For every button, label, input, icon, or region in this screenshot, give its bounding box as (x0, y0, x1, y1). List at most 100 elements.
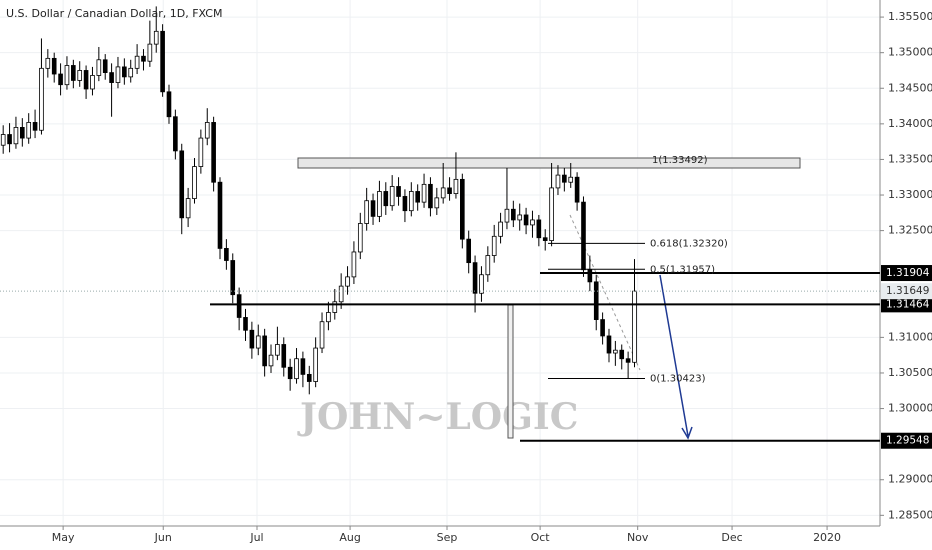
candle-body (466, 238, 472, 264)
resistance-zone (297, 157, 801, 169)
candle-body (606, 335, 612, 354)
candle-body (364, 200, 369, 224)
candle-body (96, 59, 102, 76)
candle-body (230, 260, 236, 296)
candle-body (102, 59, 108, 74)
candle-body (542, 237, 548, 241)
candle-body (83, 70, 89, 90)
candle-body (587, 269, 593, 283)
candle-body (479, 274, 484, 294)
candle-body (402, 196, 408, 212)
candle-body (440, 187, 446, 199)
candle-body (268, 354, 274, 367)
candle-body (338, 285, 344, 303)
last-price-label: 1.31649 (886, 285, 929, 297)
candle-body (562, 174, 567, 183)
candle-body (0, 134, 6, 146)
fib-trend-line (569, 214, 641, 371)
candle-body (51, 57, 57, 75)
x-tick-label: Oct (531, 531, 551, 544)
candle-body (166, 91, 172, 118)
candle-body (613, 349, 618, 354)
candle-body (517, 214, 523, 221)
candle-body (383, 191, 389, 207)
candle-body (64, 65, 70, 86)
candle-body (408, 191, 414, 212)
candle-body (58, 73, 63, 86)
x-tick-label: Dec (721, 531, 742, 544)
candle-body (581, 201, 586, 271)
candle-body (90, 75, 95, 90)
candle-body (619, 349, 625, 360)
y-tick-label: 1.30000 (888, 402, 932, 415)
candle-body (300, 358, 306, 375)
candle-body (160, 30, 165, 93)
price-label: 1.31464 (886, 298, 930, 310)
candle-body (255, 335, 261, 349)
candle-body (370, 200, 376, 217)
candle-body (224, 248, 229, 261)
projection-arrow (659, 274, 689, 437)
fib-label: 0.618(1.32320) (650, 238, 728, 249)
fib-label: 0(1.30423) (650, 373, 706, 384)
candle-body (236, 294, 242, 318)
y-tick-label: 1.33500 (888, 152, 932, 165)
x-tick-label: Aug (339, 531, 360, 544)
candle-body (134, 55, 140, 69)
last-price-box (881, 283, 932, 300)
candle-body (574, 176, 580, 203)
price-label: 1.29548 (886, 435, 929, 447)
candle-body (319, 321, 325, 349)
candle-body (306, 373, 312, 382)
candle-body (204, 122, 210, 139)
candle-body (472, 262, 478, 294)
candle-body (530, 219, 535, 226)
candle-body (7, 134, 12, 145)
candle-body (332, 301, 338, 313)
candle-body (141, 55, 146, 62)
measure-bar (507, 304, 514, 439)
candle-body (511, 208, 516, 221)
candle-body (632, 290, 637, 363)
y-tick-label: 1.34500 (888, 81, 932, 94)
candle-body (198, 137, 204, 167)
candle-body (249, 329, 255, 349)
candle-body (122, 66, 127, 78)
candle-body (453, 178, 459, 195)
candle-body (211, 122, 216, 183)
candle-body (275, 344, 280, 356)
candle-body (262, 335, 267, 367)
chart-title: U.S. Dollar / Canadian Dollar, 1D, FXCM (6, 7, 222, 20)
candle-body (434, 197, 440, 209)
candle-body (447, 187, 452, 195)
y-tick-label: 1.30500 (888, 366, 932, 379)
y-tick-label: 1.34000 (888, 117, 932, 130)
y-tick-label: 1.35000 (888, 46, 932, 59)
candle-body (281, 344, 287, 368)
plot (0, 6, 637, 395)
candle-body (243, 317, 248, 331)
candle-body (345, 276, 350, 287)
candle-body (20, 127, 25, 139)
fib-label: 1(1.33492) (652, 155, 708, 166)
candle-body (13, 127, 19, 145)
y-tick-label: 1.33000 (888, 188, 932, 201)
x-tick-label: Jun (154, 531, 172, 544)
candle-body (128, 67, 134, 78)
candle-body (396, 186, 401, 197)
candle-body (491, 235, 497, 256)
candle-body (173, 116, 178, 152)
candle-body (357, 223, 363, 253)
candle-body (185, 198, 191, 219)
candle-body (549, 187, 554, 241)
candle-body (421, 183, 427, 203)
candle-body (147, 43, 153, 62)
candle-body (45, 57, 51, 69)
candle-body (351, 251, 357, 278)
watermark: JOHN~LOGIC (297, 396, 578, 438)
x-tick-label: 2020 (813, 531, 841, 544)
candle-body (77, 70, 83, 81)
